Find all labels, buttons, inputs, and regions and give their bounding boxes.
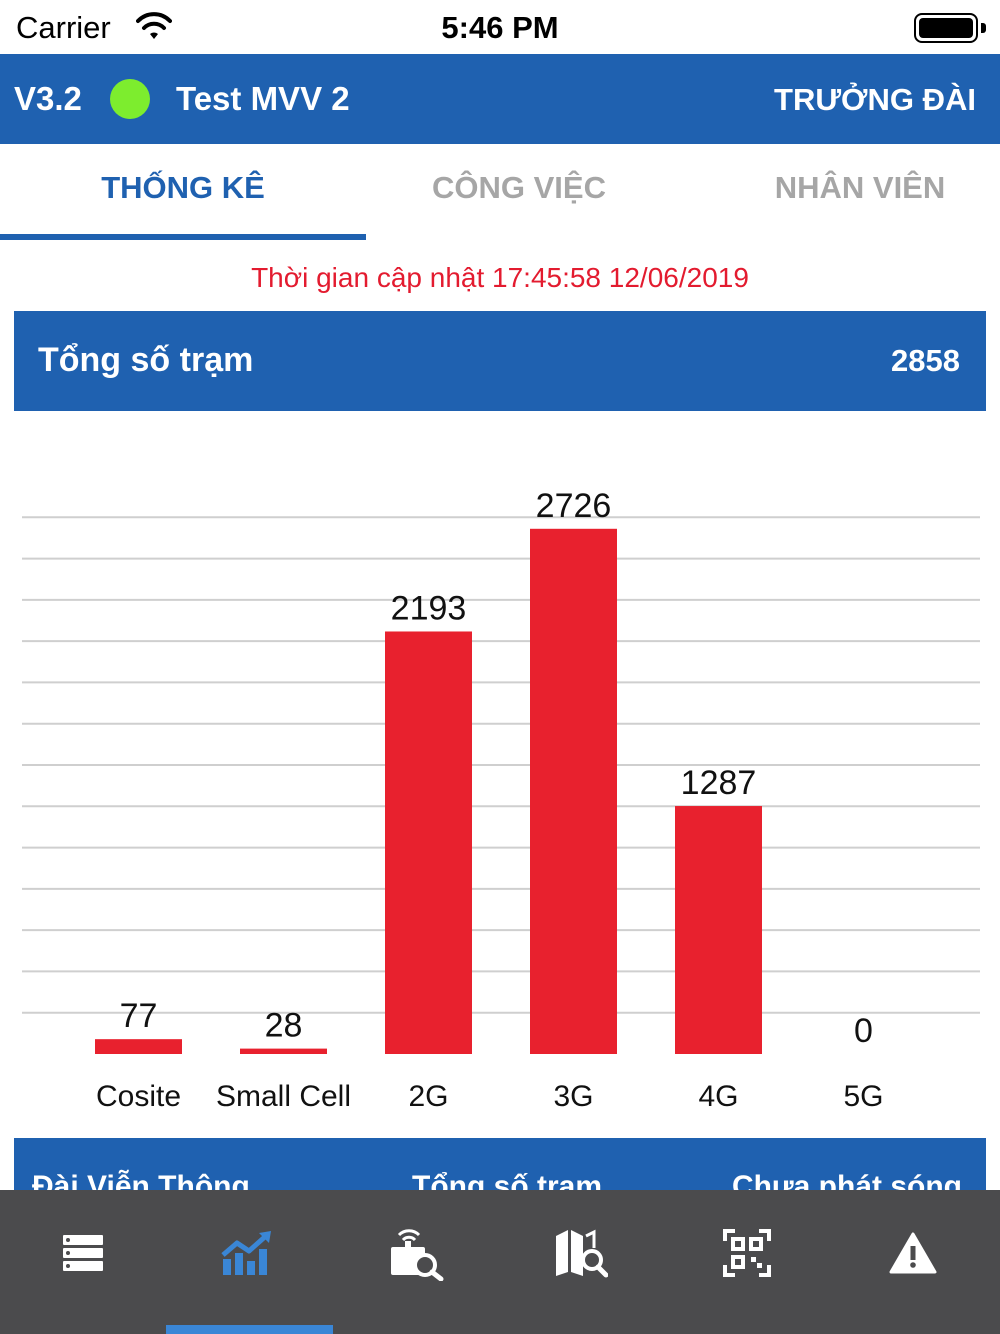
chart-bar-4g[interactable] bbox=[675, 806, 762, 1054]
carrier-label: Carrier bbox=[16, 10, 111, 45]
nav-map-search[interactable] bbox=[498, 1190, 664, 1334]
tab-work[interactable]: CÔNG VIỆC bbox=[432, 170, 606, 205]
tab-statistics[interactable]: THỐNG KÊ bbox=[101, 170, 265, 205]
nav-list[interactable] bbox=[0, 1190, 166, 1334]
chart-value-label: 28 bbox=[265, 1007, 303, 1045]
qr-scan-icon bbox=[723, 1229, 771, 1277]
table-header: Đài Viễn Thông Tổng số trạm Chưa phát só… bbox=[14, 1138, 986, 1198]
bottom-nav bbox=[0, 1190, 1000, 1334]
chart-bar-cosite[interactable] bbox=[95, 1039, 182, 1054]
chart-bar-2g[interactable] bbox=[385, 631, 472, 1054]
chart-value-label: 77 bbox=[120, 997, 158, 1035]
chart-category-label: Small Cell bbox=[216, 1080, 351, 1113]
summary-title: Tổng số trạm bbox=[38, 341, 254, 379]
warning-icon bbox=[889, 1232, 937, 1274]
list-icon bbox=[63, 1235, 103, 1271]
chart-category-label: 4G bbox=[698, 1080, 738, 1113]
chart-category-label: Cosite bbox=[96, 1080, 181, 1113]
total-stations-bar[interactable]: Tổng số trạm 2858 bbox=[14, 311, 986, 411]
nav-statistics[interactable] bbox=[166, 1190, 332, 1334]
map-search-icon bbox=[556, 1229, 608, 1278]
chart-bar-small-cell[interactable] bbox=[240, 1048, 327, 1054]
nav-qr-scan[interactable] bbox=[664, 1190, 830, 1334]
chart-value-label: 1287 bbox=[681, 764, 757, 802]
role-label: TRƯỞNG ĐÀI bbox=[774, 82, 976, 117]
station-name: Test MVV 2 bbox=[176, 80, 350, 117]
chart-category-label: 2G bbox=[408, 1080, 448, 1113]
chart-canvas: 77 Cosite 28 Small Cell 2193 2G 2726 3G 1287 4G 0 5… bbox=[22, 487, 980, 1113]
active-nav-indicator bbox=[166, 1325, 333, 1334]
station-type-bar-chart: 77 Cosite 28 Small Cell 2193 2G 2726 3G 1287 4G 0 5… bbox=[0, 420, 1000, 1140]
chart-category-label: 5G bbox=[843, 1080, 883, 1113]
status-bar: Carrier 5:46 PM bbox=[0, 0, 1000, 54]
wifi-icon bbox=[136, 10, 172, 47]
summary-value: 2858 bbox=[891, 343, 960, 378]
battery-icon bbox=[914, 13, 986, 43]
active-tab-indicator bbox=[0, 234, 366, 240]
online-status-indicator bbox=[110, 79, 150, 119]
update-timestamp: Thời gian cập nhật 17:45:58 12/06/2019 bbox=[251, 262, 749, 293]
station-search-icon bbox=[391, 1229, 444, 1281]
app-header: V3.2 Test MVV 2 TRƯỞNG ĐÀI bbox=[0, 54, 1000, 144]
chart-value-label: 2726 bbox=[536, 487, 612, 525]
chart-value-label: 2193 bbox=[391, 589, 467, 627]
tab-staff[interactable]: NHÂN VIÊN bbox=[774, 170, 946, 205]
chart-bar-3g[interactable] bbox=[530, 528, 617, 1054]
clock: 5:46 PM bbox=[441, 10, 559, 45]
nav-station-search[interactable] bbox=[332, 1190, 498, 1334]
trending-chart-icon bbox=[221, 1231, 271, 1275]
chart-category-label: 3G bbox=[553, 1080, 593, 1113]
version-label: V3.2 bbox=[14, 80, 82, 117]
top-tabs: THỐNG KÊ CÔNG VIỆC NHÂN VIÊN bbox=[0, 144, 1000, 240]
chart-value-label: 0 bbox=[854, 1012, 873, 1050]
nav-warning[interactable] bbox=[830, 1190, 996, 1334]
